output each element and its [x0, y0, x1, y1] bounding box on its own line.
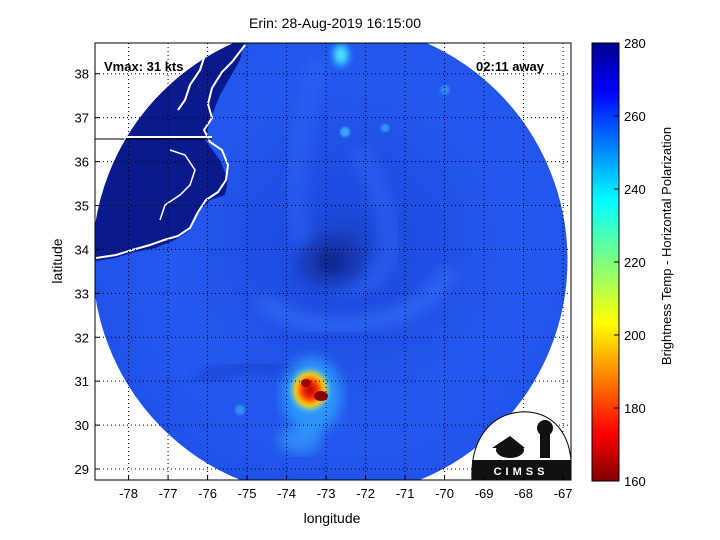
map-plot-area	[95, 43, 571, 480]
colorbar-label: Brightness Temp - Horizontal Polarizatio…	[659, 127, 674, 365]
y-tick-label: 29	[75, 462, 89, 477]
colorbar-tick-label: 220	[624, 255, 646, 270]
time-away-label: 02:11 away	[476, 59, 545, 74]
y-axis-label: latitude	[49, 238, 65, 283]
vmax-label: Vmax: 31 kts	[104, 59, 184, 74]
x-axis: -78 -77 -76 -75 -74 -73 -72 -71 -70 -69 -68 -67	[119, 475, 572, 501]
plot-frame	[94, 42, 572, 481]
y-tick-label: 32	[75, 330, 89, 345]
colorbar-tick-label: 240	[624, 182, 646, 197]
x-tick-label: -70	[435, 486, 454, 501]
colorbar-ticks: 280 260 240 220 200 180 160	[614, 36, 646, 489]
colorbar-tick-label: 280	[624, 36, 646, 51]
x-tick-label: -73	[317, 486, 336, 501]
colorbar-tick-label: 160	[624, 474, 646, 489]
colorbar-tick-label: 180	[624, 401, 646, 416]
x-tick-label: -68	[514, 486, 533, 501]
y-tick-label: 37	[75, 111, 89, 126]
x-tick-label: -78	[119, 486, 138, 501]
colorbar-tick-label: 200	[624, 328, 646, 343]
colorbar-tick-label: 260	[624, 109, 646, 124]
colorbar: 280 260 240 220 200 180 160 Brightness Temp - …	[591, 36, 674, 489]
y-tick-label: 36	[75, 155, 89, 170]
figure-title: Erin: 28-Aug-2019 16:15:00	[249, 15, 421, 31]
y-tick-label: 30	[75, 418, 89, 433]
x-tick-label: -76	[198, 486, 217, 501]
x-axis-label: longitude	[304, 510, 361, 526]
logo-text: CIMSS	[494, 466, 549, 478]
x-tick-label: -67	[554, 486, 573, 501]
cimss-logo: CIMSS	[471, 411, 572, 481]
y-tick-label: 31	[75, 374, 89, 389]
x-tick-label: -77	[159, 486, 178, 501]
y-tick-label: 34	[75, 242, 89, 257]
x-tick-label: -74	[277, 486, 296, 501]
y-tick-label: 38	[75, 67, 89, 82]
x-tick-label: -75	[238, 486, 257, 501]
coastline	[95, 44, 246, 259]
x-tick-label: -69	[475, 486, 494, 501]
y-axis: 38 37 36 35 34 33 32 31 30 29	[75, 67, 100, 477]
microwave-swath	[95, 43, 568, 480]
x-tick-label: -71	[396, 486, 415, 501]
y-tick-label: 33	[75, 286, 89, 301]
y-tick-label: 35	[75, 199, 89, 214]
x-tick-label: -72	[356, 486, 375, 501]
